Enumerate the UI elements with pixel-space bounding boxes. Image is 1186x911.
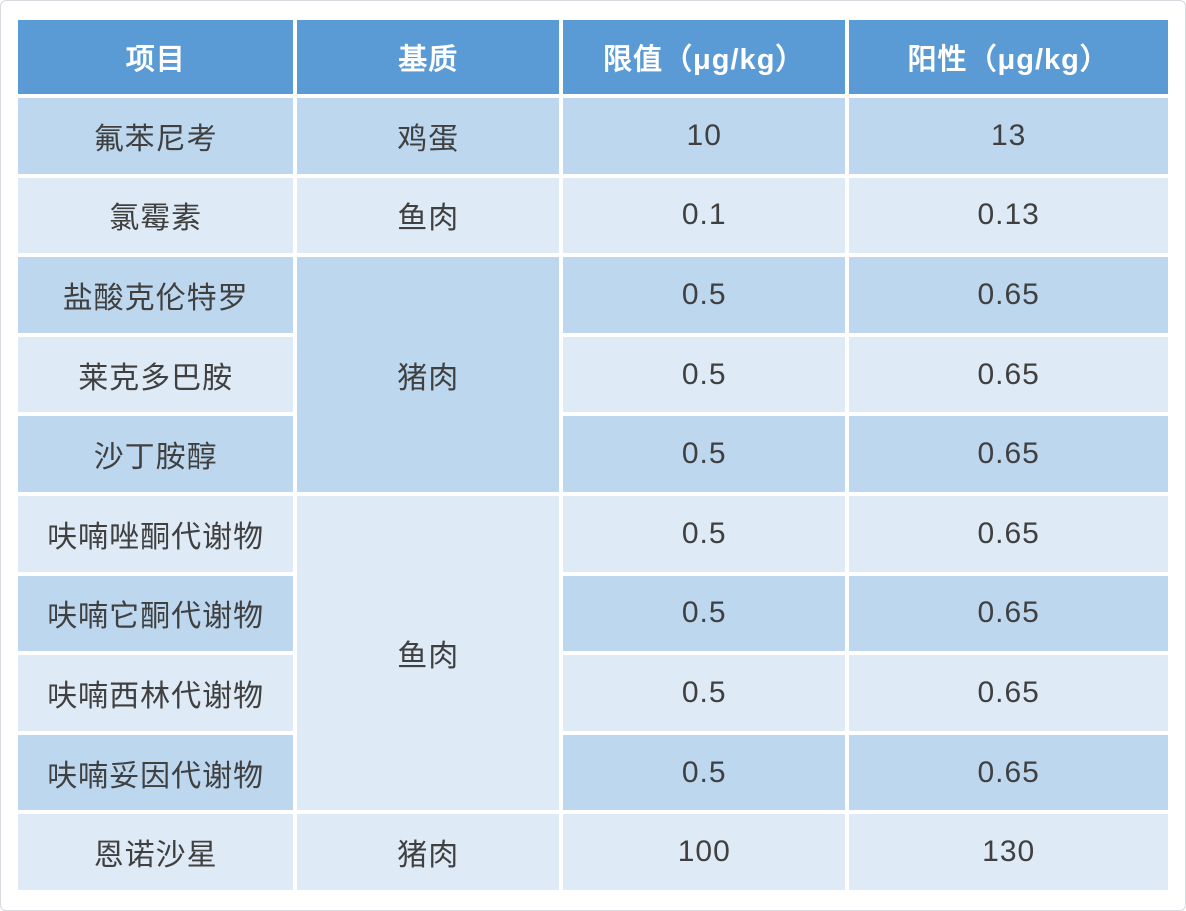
column-header-positive: 阳性（μg/kg） [849, 20, 1168, 94]
matrix-cell: 鱼肉 [297, 177, 560, 254]
column-header-item: 项目 [18, 20, 294, 94]
positive-cell: 0.65 [849, 257, 1168, 333]
table-row: 呋喃它酮代谢物 0.5 0.65 [18, 575, 1168, 652]
limit-cell: 100 [563, 814, 846, 890]
table-row: 盐酸克伦特罗 猪肉 0.5 0.65 [18, 257, 1168, 492]
positive-cell: 0.65 [849, 575, 1168, 652]
table-row: 氟苯尼考 鸡蛋 10 13 [18, 98, 1168, 174]
limit-cell: 10 [563, 98, 846, 174]
item-cell: 呋喃妥因代谢物 [18, 734, 294, 811]
limit-cell: 0.5 [563, 257, 846, 333]
positive-cell: 130 [849, 814, 1168, 890]
header-row: 项目 基质 限值（μg/kg） 阳性（μg/kg） [18, 20, 1168, 94]
positive-cell: 0.65 [849, 734, 1168, 811]
item-cell: 氯霉素 [18, 177, 294, 254]
positive-cell: 0.65 [849, 416, 1168, 492]
limit-cell: 0.5 [563, 575, 846, 652]
limit-cell: 0.5 [563, 336, 846, 413]
matrix-cell: 猪肉 [297, 814, 560, 890]
matrix-cell-merged: 猪肉 [297, 257, 560, 492]
matrix-cell-merged: 鱼肉 [297, 495, 560, 811]
table-row: 氯霉素 鱼肉 0.1 0.13 [18, 177, 1168, 254]
item-cell: 莱克多巴胺 [18, 336, 294, 413]
table-row: 莱克多巴胺 0.5 0.65 [18, 336, 1168, 413]
column-header-matrix: 基质 [297, 20, 560, 94]
item-cell: 呋喃它酮代谢物 [18, 575, 294, 652]
table-row: 沙丁胺醇 0.5 0.65 [18, 416, 1168, 492]
item-cell: 呋喃唑酮代谢物 [18, 495, 294, 572]
limit-cell: 0.5 [563, 416, 846, 492]
item-cell: 恩诺沙星 [18, 814, 294, 890]
item-cell: 沙丁胺醇 [18, 416, 294, 492]
table-row: 呋喃妥因代谢物 0.5 0.65 [18, 734, 1168, 811]
table-row: 恩诺沙星 猪肉 100 130 [18, 814, 1168, 890]
item-cell: 呋喃西林代谢物 [18, 655, 294, 731]
positive-cell: 0.65 [849, 495, 1168, 572]
item-cell: 盐酸克伦特罗 [18, 257, 294, 333]
positive-cell: 13 [849, 98, 1168, 174]
limit-cell: 0.1 [563, 177, 846, 254]
limit-cell: 0.5 [563, 655, 846, 731]
positive-cell: 0.13 [849, 177, 1168, 254]
limit-cell: 0.5 [563, 734, 846, 811]
limit-cell: 0.5 [563, 495, 846, 572]
table-row: 呋喃西林代谢物 0.5 0.65 [18, 655, 1168, 731]
positive-cell: 0.65 [849, 336, 1168, 413]
matrix-cell: 鸡蛋 [297, 98, 560, 174]
positive-cell: 0.65 [849, 655, 1168, 731]
column-header-limit: 限值（μg/kg） [563, 20, 846, 94]
residue-limits-table: 项目 基质 限值（μg/kg） 阳性（μg/kg） 氟苯尼考 鸡蛋 10 13 … [14, 16, 1172, 894]
table-row: 呋喃唑酮代谢物 鱼肉 0.5 0.65 [18, 495, 1168, 811]
item-cell: 氟苯尼考 [18, 98, 294, 174]
